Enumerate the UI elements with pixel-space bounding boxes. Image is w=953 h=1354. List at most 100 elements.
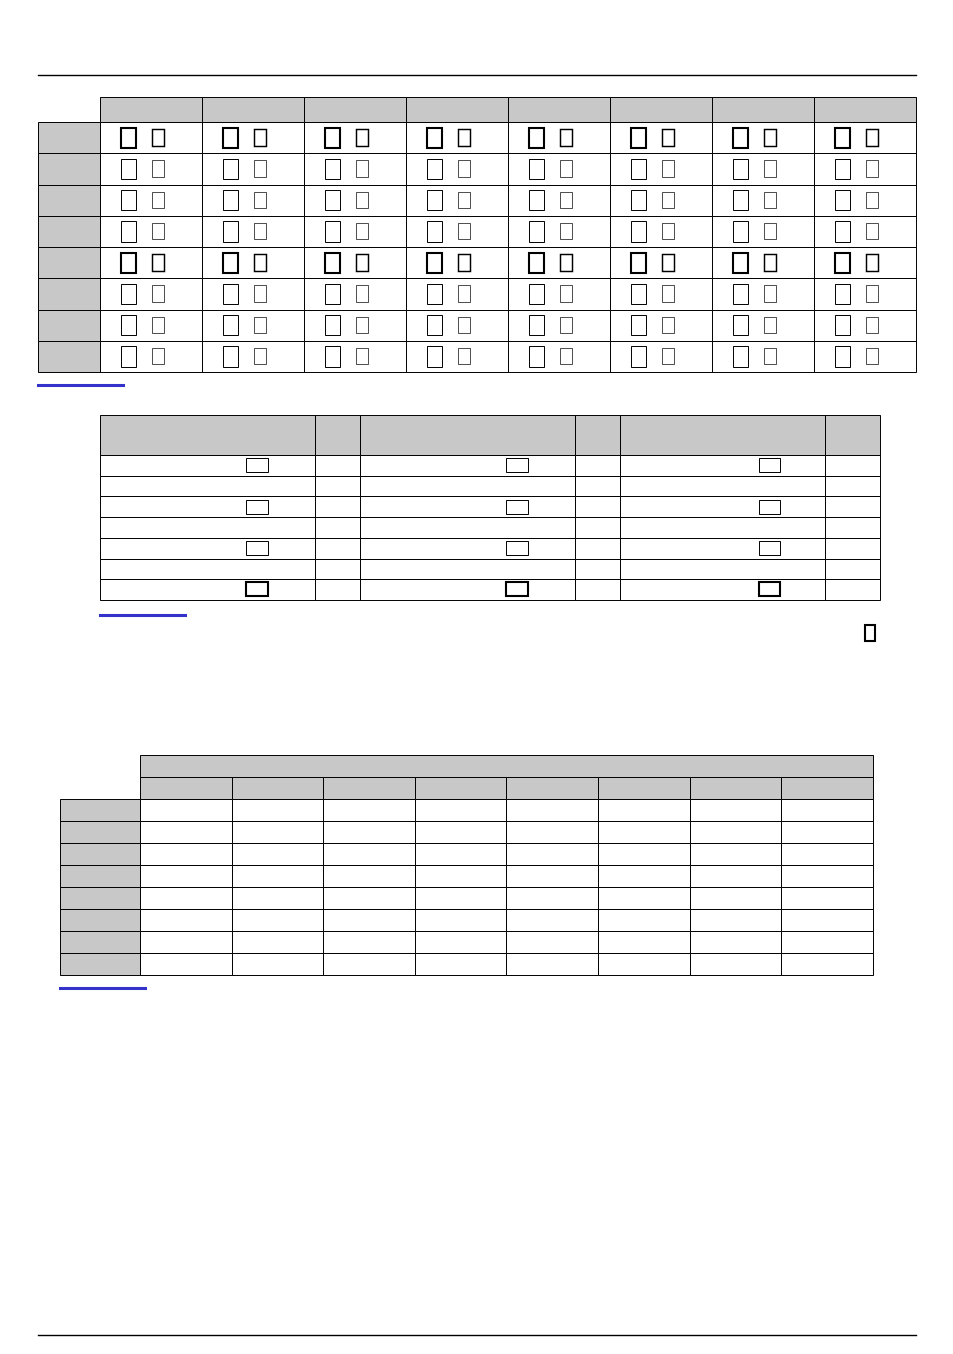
Bar bbox=[689, 909, 781, 932]
Bar bbox=[253, 160, 266, 177]
Bar bbox=[121, 284, 135, 305]
Bar bbox=[100, 122, 202, 153]
Bar bbox=[813, 341, 915, 372]
Bar bbox=[140, 777, 232, 799]
Bar bbox=[689, 887, 781, 909]
Bar bbox=[121, 315, 135, 336]
Bar bbox=[325, 347, 339, 367]
Bar bbox=[865, 129, 878, 146]
Bar bbox=[246, 582, 268, 597]
Bar bbox=[100, 279, 202, 310]
Bar bbox=[619, 538, 824, 559]
Bar bbox=[60, 799, 140, 821]
Bar bbox=[253, 192, 266, 209]
Bar bbox=[507, 215, 609, 246]
Bar bbox=[304, 215, 406, 246]
Bar bbox=[824, 497, 879, 517]
Bar bbox=[406, 246, 507, 279]
Bar bbox=[246, 542, 268, 555]
Bar bbox=[559, 348, 572, 364]
Bar bbox=[598, 887, 689, 909]
Bar bbox=[152, 286, 164, 302]
Bar bbox=[152, 129, 164, 146]
Bar bbox=[865, 317, 878, 333]
Bar bbox=[223, 127, 237, 148]
Bar bbox=[100, 538, 314, 559]
Bar bbox=[359, 559, 575, 580]
Bar bbox=[609, 310, 711, 341]
Bar bbox=[661, 192, 674, 209]
Bar bbox=[246, 458, 268, 473]
Bar bbox=[323, 777, 415, 799]
Bar bbox=[323, 821, 415, 844]
Bar bbox=[865, 348, 878, 364]
Bar bbox=[38, 153, 100, 184]
Bar bbox=[575, 559, 619, 580]
Bar bbox=[689, 821, 781, 844]
Bar bbox=[813, 153, 915, 184]
Bar bbox=[661, 223, 674, 240]
Bar bbox=[325, 158, 339, 179]
Bar bbox=[835, 158, 849, 179]
Bar bbox=[457, 255, 470, 271]
Bar bbox=[711, 310, 813, 341]
Bar bbox=[121, 347, 135, 367]
Bar bbox=[359, 475, 575, 497]
Bar bbox=[598, 909, 689, 932]
Bar bbox=[121, 253, 135, 274]
Bar bbox=[865, 223, 878, 240]
Bar bbox=[575, 497, 619, 517]
Bar bbox=[359, 580, 575, 600]
Bar bbox=[355, 129, 368, 146]
Bar bbox=[763, 223, 776, 240]
Bar bbox=[304, 310, 406, 341]
Bar bbox=[661, 129, 674, 146]
Bar bbox=[619, 580, 824, 600]
Bar bbox=[60, 844, 140, 865]
Bar bbox=[609, 279, 711, 310]
Bar bbox=[232, 844, 323, 865]
Bar bbox=[813, 215, 915, 246]
Bar bbox=[824, 475, 879, 497]
Bar bbox=[507, 97, 609, 122]
Bar bbox=[631, 284, 645, 305]
Bar bbox=[559, 192, 572, 209]
Bar bbox=[457, 160, 470, 177]
Bar bbox=[304, 341, 406, 372]
Bar bbox=[202, 310, 304, 341]
Bar bbox=[609, 246, 711, 279]
Bar bbox=[865, 192, 878, 209]
Bar bbox=[619, 559, 824, 580]
Bar bbox=[223, 347, 237, 367]
Bar bbox=[223, 221, 237, 242]
Bar bbox=[152, 223, 164, 240]
Bar bbox=[457, 317, 470, 333]
Bar bbox=[507, 246, 609, 279]
Bar bbox=[824, 559, 879, 580]
Bar bbox=[415, 777, 506, 799]
Bar bbox=[619, 414, 824, 455]
Bar bbox=[506, 582, 527, 597]
Bar bbox=[100, 517, 314, 538]
Bar bbox=[140, 932, 232, 953]
Bar bbox=[661, 317, 674, 333]
Bar bbox=[223, 190, 237, 210]
Bar bbox=[121, 221, 135, 242]
Bar bbox=[323, 887, 415, 909]
Bar bbox=[100, 341, 202, 372]
Bar bbox=[323, 865, 415, 887]
Bar bbox=[232, 821, 323, 844]
Bar bbox=[813, 122, 915, 153]
Bar bbox=[813, 310, 915, 341]
Bar bbox=[529, 284, 543, 305]
Bar bbox=[253, 317, 266, 333]
Bar bbox=[415, 953, 506, 975]
Bar bbox=[314, 517, 359, 538]
Bar bbox=[631, 190, 645, 210]
Bar bbox=[609, 215, 711, 246]
Bar bbox=[575, 475, 619, 497]
Bar bbox=[507, 153, 609, 184]
Bar bbox=[781, 953, 872, 975]
Bar bbox=[323, 932, 415, 953]
Bar bbox=[781, 932, 872, 953]
